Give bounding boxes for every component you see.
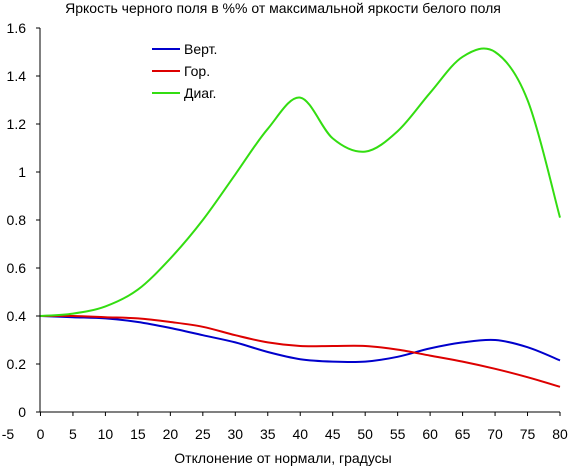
x-tick-labels: -5 0 5 10 15 20 25 30 35 40 45 50 55 60 65 70 75 80: [2, 412, 568, 442]
x-tick-label: 5: [69, 426, 77, 442]
y-tick-label: 1.2: [7, 116, 27, 132]
series-lines: [40, 47, 561, 388]
legend-label: Верт.: [184, 41, 217, 57]
x-tick-label: 75: [520, 426, 536, 442]
x-tick-label: 25: [195, 426, 211, 442]
y-tick-label: 1: [18, 164, 26, 180]
y-tick-label: 0.8: [7, 212, 27, 228]
series-line-0: [40, 315, 561, 364]
x-tick-label: 10: [98, 426, 114, 442]
series-line-2: [40, 47, 561, 317]
x-axis-label: Отклонение от нормали, градусы: [174, 450, 391, 466]
x-tick-label: 55: [390, 426, 406, 442]
x-tick-label: 70: [487, 426, 503, 442]
x-tick-label: 45: [325, 426, 341, 442]
y-tick-label: 1.6: [7, 20, 27, 36]
series-line-1: [40, 314, 561, 388]
y-tick-label: 0.2: [7, 356, 27, 372]
legend: Верт. Гор. Диаг.: [152, 41, 217, 101]
legend-label: Диаг.: [184, 85, 216, 101]
x-tick-label: 0: [37, 426, 45, 442]
chart-title: Яркость черного поля в %% от максимально…: [65, 0, 501, 16]
x-tick-label: 50: [357, 426, 373, 442]
x-tick-label: 65: [455, 426, 471, 442]
legend-label: Гор.: [184, 63, 210, 79]
x-tick-label: 35: [260, 426, 276, 442]
x-tick-label: 80: [552, 426, 568, 442]
x-tick-label: 20: [163, 426, 179, 442]
y-tick-label: 0.6: [7, 260, 27, 276]
y-tick-labels: 0 0.2 0.4 0.6 0.8 1 1.2 1.4 1.6: [7, 20, 40, 420]
x-tick-label: 15: [130, 426, 146, 442]
x-tick-label: 40: [292, 426, 308, 442]
x-tick-label: -5: [2, 426, 15, 442]
x-tick-label: 30: [228, 426, 244, 442]
y-tick-label: 1.4: [7, 68, 27, 84]
y-tick-label: 0.4: [7, 308, 27, 324]
x-tick-label: 60: [422, 426, 438, 442]
y-tick-label: 0: [18, 404, 26, 420]
